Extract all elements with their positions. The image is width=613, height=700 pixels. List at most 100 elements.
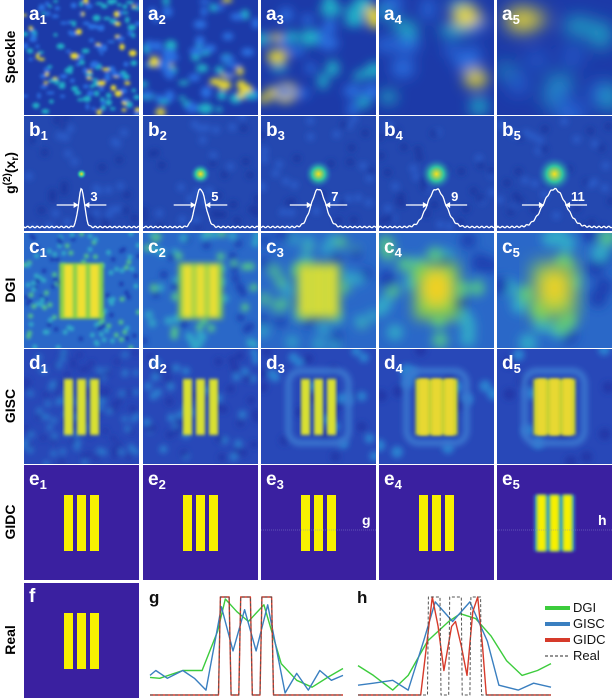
panel-a5: a5	[497, 0, 612, 115]
panel-e2: e2	[143, 465, 258, 580]
panel-label: b5	[502, 120, 521, 143]
series-real	[358, 596, 551, 696]
panel-label: a5	[502, 4, 520, 27]
width-value: 3	[90, 189, 97, 204]
correlation-spot	[189, 163, 212, 185]
correlation-spot	[304, 159, 333, 189]
profile-curve	[143, 188, 258, 229]
panel-e5: h e5	[497, 465, 612, 580]
series-real	[150, 596, 343, 696]
width-value: 7	[331, 189, 338, 204]
profile-curve	[24, 187, 139, 229]
panel-label: e4	[384, 469, 403, 492]
correlation-spot	[76, 168, 87, 180]
row-label-g2: g(2)(xr)	[2, 152, 21, 194]
panel-e4: e4	[379, 465, 494, 580]
panel-d4: d4	[379, 349, 494, 464]
bar	[301, 379, 310, 435]
bar	[77, 379, 86, 435]
panel-label: c5	[502, 237, 520, 260]
panel-e1: e1	[24, 465, 139, 580]
panel-label: b3	[266, 120, 285, 143]
panel-label: e2	[148, 469, 166, 492]
panel-label: a3	[266, 4, 284, 27]
panel-label: d3	[266, 353, 285, 376]
legend-label: DGI	[573, 600, 596, 615]
bar	[90, 495, 99, 551]
bar	[314, 495, 323, 551]
bar	[432, 379, 441, 435]
profile-curve	[379, 188, 494, 229]
bar	[209, 379, 218, 435]
width-value: 9	[451, 189, 458, 204]
series-gidc	[358, 596, 551, 696]
profile-curve	[497, 187, 612, 229]
panel-label: d1	[29, 353, 48, 376]
legend-label: GIDC	[573, 632, 606, 647]
bar	[432, 495, 441, 551]
panel-label: e3	[266, 469, 284, 492]
panel-d5: d5	[497, 349, 612, 464]
series-dgi	[149, 598, 344, 688]
row-label-speckle: Speckle	[2, 30, 18, 83]
panel-grid: a1 a2 a3 a4 a5 3 b1 5 b2 7 b3 9 b4 11 b5 c1 c2 c3 c4 c5 d1 d2…	[24, 0, 612, 698]
bar	[64, 495, 73, 551]
panel-label: a1	[29, 4, 47, 27]
panel-a1: a1	[24, 0, 139, 115]
bar	[550, 379, 559, 435]
panel-label: c2	[148, 237, 166, 260]
panel-a2: a2	[143, 0, 258, 115]
panel-d1: d1	[24, 349, 139, 464]
panel-b4: 9 b4	[379, 116, 494, 231]
panel-a3: a3	[261, 0, 376, 115]
bar	[563, 495, 572, 551]
bar	[77, 613, 86, 669]
bar	[196, 495, 205, 551]
panel-c1: c1	[24, 233, 139, 348]
panel-label: f	[29, 586, 36, 607]
panel-c4: c4	[379, 233, 494, 348]
panel-label: b4	[384, 120, 404, 143]
series-dgi	[357, 613, 552, 691]
bar	[419, 495, 428, 551]
panel-label: e5	[502, 469, 520, 492]
bar	[327, 495, 336, 551]
bar	[550, 495, 559, 551]
bar	[64, 613, 73, 669]
panel-b1: 3 b1	[24, 116, 139, 231]
panel-c3: c3	[261, 233, 376, 348]
bar	[445, 379, 454, 435]
row-label-real: Real	[2, 625, 18, 655]
panel-label: d2	[148, 353, 167, 376]
bar	[183, 495, 192, 551]
row-label-gisc: GISC	[2, 389, 18, 423]
panel-label: c4	[384, 237, 403, 260]
panel-label: c3	[266, 237, 284, 260]
profile-line-label: g	[362, 512, 371, 528]
bar	[537, 379, 546, 435]
panel-c5: c5	[497, 233, 612, 348]
bar	[445, 495, 454, 551]
bar	[90, 379, 99, 435]
bar	[90, 613, 99, 669]
panel-b2: 5 b2	[143, 116, 258, 231]
panel-label: b2	[148, 120, 167, 143]
width-value: 11	[571, 189, 585, 204]
plot-g: g	[149, 588, 344, 696]
series-gisc	[149, 604, 344, 694]
panel-f-real: f	[24, 583, 139, 698]
panel-label: a4	[384, 4, 403, 27]
bar	[314, 379, 323, 435]
profile-curve	[261, 188, 376, 229]
panel-label: e1	[29, 469, 47, 492]
panel-c2: c2	[143, 233, 258, 348]
panel-e3: g e3	[261, 465, 376, 580]
row-labels: Speckle g(2)(xr) DGI GISC GIDC Real	[2, 30, 21, 654]
bar	[209, 495, 218, 551]
plot-title: g	[149, 588, 159, 607]
panel-b5: 11 b5	[497, 116, 612, 231]
legend-label: Real	[573, 648, 600, 663]
